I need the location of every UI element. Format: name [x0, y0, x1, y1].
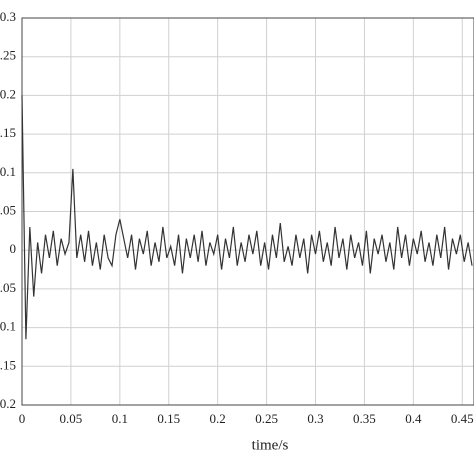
y-tick-label: -0.15: [0, 357, 16, 372]
y-tick-label: 0.1: [0, 164, 16, 179]
x-tick-label: 0: [19, 411, 26, 426]
x-tick-label: 0.3: [307, 411, 323, 426]
x-axis-label: time/s: [252, 437, 289, 453]
x-tick-label: 0.4: [405, 411, 422, 426]
y-tick-label: 0.3: [0, 9, 16, 24]
y-tick-label: 0.25: [0, 48, 16, 63]
y-tick-label: 0.05: [0, 202, 16, 217]
y-tick-label: -0.1: [0, 319, 16, 334]
data-line: [21, 95, 473, 340]
x-tick-label: 0.45: [451, 411, 474, 426]
x-tick-label: 0.05: [60, 411, 83, 426]
y-tick-label: 0.2: [0, 86, 16, 101]
y-tick-label: -0.05: [0, 280, 16, 295]
y-tick-label: 0: [10, 241, 17, 256]
y-tick-label: -0.2: [0, 396, 16, 411]
x-tick-label: 0.35: [353, 411, 376, 426]
y-tick-label: 0.15: [0, 125, 16, 140]
x-tick-label: 0.2: [210, 411, 226, 426]
x-tick-label: 0.15: [157, 411, 180, 426]
x-tick-label: 0.25: [255, 411, 278, 426]
plot-frame: [21, 17, 474, 406]
x-tick-label: 0.1: [112, 411, 128, 426]
